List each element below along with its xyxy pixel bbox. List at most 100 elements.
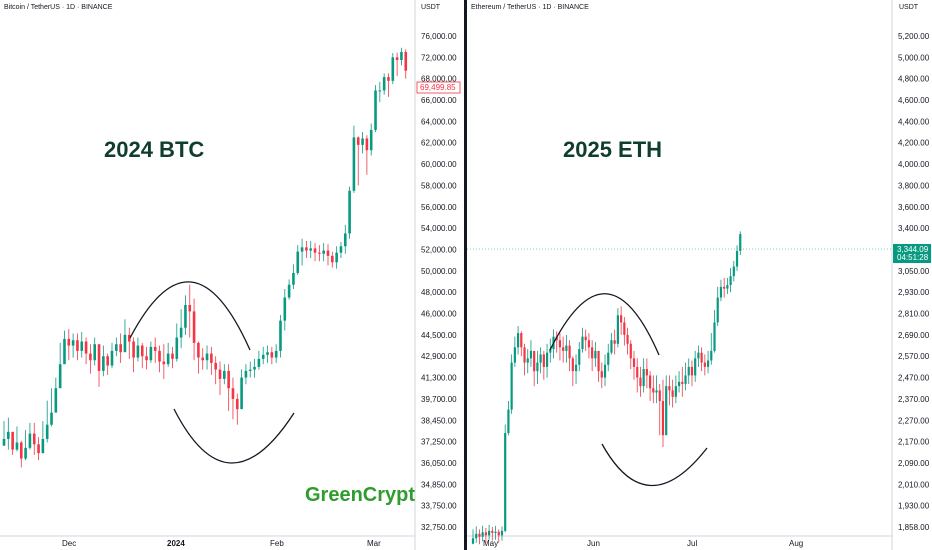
eth-candle-body <box>642 369 645 387</box>
btc-candle-body <box>119 344 122 353</box>
eth-y-tick-label: 1,930.00 <box>898 502 930 511</box>
btc-y-tick-label: 36,050.00 <box>421 459 457 468</box>
eth-candle-body <box>636 366 639 378</box>
eth-x-tick-label: Jul <box>687 539 697 548</box>
btc-y-tick-label: 52,000.00 <box>421 245 457 254</box>
btc-candle-body <box>145 356 148 361</box>
btc-chart-svg[interactable]: 76,000.00 72,000.00 68,000.00 66,000.00 64,0… <box>0 0 464 550</box>
eth-candle-body <box>665 386 668 436</box>
eth-candle-body <box>739 234 742 251</box>
btc-candle-body <box>179 327 183 338</box>
btc-y-tick-label: 64,000.00 <box>421 117 457 126</box>
eth-candle-body <box>475 533 478 539</box>
btc-candle-body <box>197 342 200 358</box>
eth-y-tick-label: 2,010.00 <box>898 480 930 489</box>
btc-candle-body <box>395 57 399 61</box>
btc-candle-body <box>227 370 230 389</box>
eth-bottom-arc <box>601 443 708 487</box>
eth-y-tick-label: 2,090.00 <box>898 459 930 468</box>
eth-y-tick-label: 2,570.00 <box>898 352 930 361</box>
btc-candle-body <box>300 247 304 252</box>
btc-candle-body <box>214 362 217 370</box>
eth-y-tick-label: 2,690.00 <box>898 331 930 340</box>
eth-x-tick-label: Jun <box>587 539 600 548</box>
btc-candle-body <box>279 320 282 351</box>
btc-last-price-tag <box>416 81 461 94</box>
eth-symbol-legend[interactable]: Ethereum / TetherUS · 1D · BINANCE <box>471 4 589 11</box>
eth-y-tick-label: 2,930.00 <box>898 288 930 297</box>
eth-candle-body <box>529 350 533 359</box>
eth-last-price-label: 3,344.09 <box>897 245 929 254</box>
btc-y-tick-label: 44,500.00 <box>421 331 457 340</box>
eth-chart-panel[interactable]: 5,200.00 5,000.00 4,800.00 4,600.00 4,400.00… <box>467 0 932 550</box>
eth-candle-body <box>484 532 487 536</box>
btc-candle-body <box>50 412 53 425</box>
btc-candle-body <box>352 137 356 191</box>
eth-candle-body <box>578 349 581 365</box>
eth-y-tick-label: 4,600.00 <box>898 96 930 105</box>
eth-y-tick-label: 2,470.00 <box>898 374 930 383</box>
btc-candle-body <box>97 344 101 371</box>
btc-candle-body <box>110 350 114 366</box>
eth-candle-body <box>694 358 697 376</box>
btc-annotation-title: 2024 BTC <box>104 137 205 162</box>
eth-y-tick-label: 2,170.00 <box>898 438 930 447</box>
eth-candle-body <box>684 375 687 384</box>
eth-y-tick-label: 5,200.00 <box>898 32 930 41</box>
btc-candle-body <box>11 431 14 450</box>
btc-y-tick-label: 72,000.00 <box>421 53 457 62</box>
btc-x-tick-label: Mar <box>367 539 381 548</box>
eth-candle-body <box>726 285 729 289</box>
eth-y-tick-label: 2,270.00 <box>898 416 930 425</box>
btc-candle-body <box>318 252 321 254</box>
eth-y-tick-label: 3,800.00 <box>898 181 930 190</box>
btc-candle-body <box>93 344 97 361</box>
eth-candle-body <box>558 340 562 348</box>
btc-candle-body <box>335 252 338 263</box>
btc-candle-body <box>84 341 88 354</box>
btc-candle-body <box>136 345 140 358</box>
btc-candle-body <box>292 272 295 285</box>
eth-candle-body <box>507 409 510 434</box>
btc-candle-body <box>7 431 10 439</box>
btc-chart-panel[interactable]: 76,000.00 72,000.00 68,000.00 66,000.00 64,0… <box>0 0 464 550</box>
btc-symbol-legend[interactable]: Bitcoin / TetherUS · 1D · BINANCE <box>4 4 113 11</box>
eth-y-tick-label: 1,858.00 <box>898 523 930 532</box>
eth-candle-body <box>716 297 719 323</box>
eth-y-tick-label: 3,050.00 <box>898 267 930 276</box>
btc-y-tick-label: 46,000.00 <box>421 310 457 319</box>
eth-candle-body <box>568 345 571 359</box>
eth-candle-body <box>520 333 523 348</box>
btc-candle-body <box>175 337 179 359</box>
eth-candle-body <box>652 388 655 393</box>
btc-candle-body <box>266 352 269 355</box>
eth-top-arc <box>549 293 660 356</box>
btc-y-tick-label: 48,000.00 <box>421 288 457 297</box>
btc-candle-body <box>313 248 317 253</box>
btc-candle-body <box>283 297 287 321</box>
btc-candle-body <box>235 398 239 410</box>
btc-y-tick-label: 60,000.00 <box>421 160 457 169</box>
panel-divider[interactable] <box>464 0 467 550</box>
btc-candle-body <box>387 77 390 81</box>
btc-y-tick-label: 50,000.00 <box>421 267 457 276</box>
eth-x-tick-label: May <box>483 539 498 548</box>
btc-candle-body <box>158 350 161 362</box>
eth-candle-body <box>516 333 520 348</box>
btc-candle-body <box>2 438 6 446</box>
btc-x-tick-label: Dec <box>62 539 76 548</box>
eth-chart-svg[interactable]: 5,200.00 5,000.00 4,800.00 4,600.00 4,400.00… <box>467 0 932 550</box>
btc-price-unit: USDT <box>421 4 441 11</box>
eth-candle-body <box>584 336 587 341</box>
eth-candle-body <box>706 360 710 367</box>
btc-y-tick-label: 54,000.00 <box>421 224 457 233</box>
btc-candle-body <box>296 251 300 273</box>
eth-y-tick-label: 5,000.00 <box>898 53 930 62</box>
eth-candle-body <box>581 336 584 350</box>
eth-candle-body <box>526 358 529 363</box>
eth-y-tick-label: 4,200.00 <box>898 139 930 148</box>
btc-candle-body <box>171 353 174 359</box>
btc-candle-body <box>71 340 75 346</box>
btc-candle-body <box>244 370 248 378</box>
btc-candle-body <box>80 341 84 351</box>
